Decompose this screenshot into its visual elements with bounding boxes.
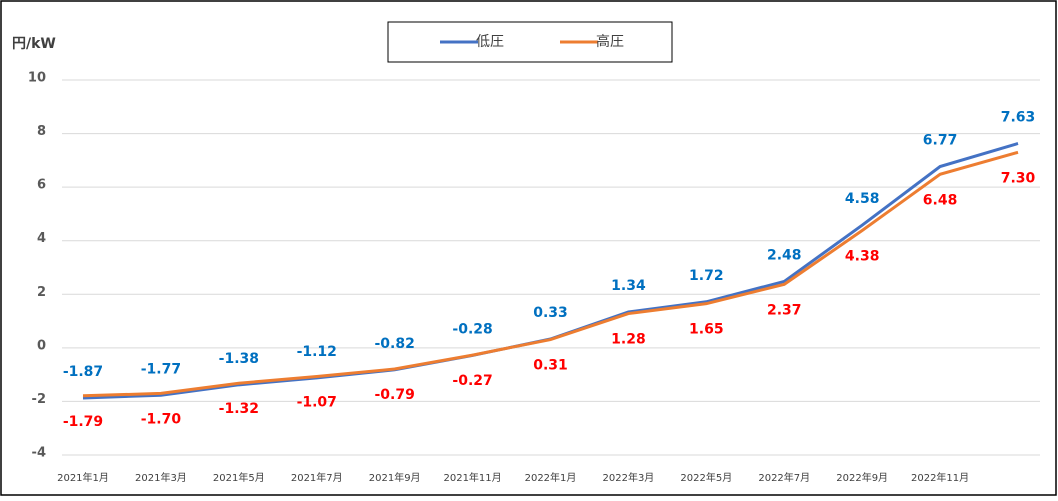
data-label: -1.12 [297, 344, 337, 360]
x-tick-label: 2022年7月 [758, 471, 810, 484]
data-label: -1.38 [219, 351, 259, 367]
data-label: -0.79 [374, 387, 414, 403]
data-label: 0.31 [533, 358, 568, 374]
data-label: 4.38 [845, 249, 880, 265]
data-label: -1.32 [219, 401, 259, 417]
data-label: -0.27 [452, 373, 492, 389]
data-label: -1.79 [63, 414, 103, 430]
data-label: -1.87 [63, 364, 103, 380]
y-tick-label: 4 [37, 231, 46, 246]
y-tick-label: -2 [32, 392, 46, 407]
x-tick-label: 2021年5月 [213, 471, 265, 484]
legend-label: 高圧 [596, 33, 624, 50]
data-label: 1.72 [689, 268, 724, 284]
x-tick-label: 2022年3月 [603, 471, 655, 484]
data-label: -1.07 [297, 395, 337, 411]
data-label: 0.33 [533, 305, 568, 321]
y-tick-label: 8 [37, 124, 46, 139]
data-label: 4.58 [845, 191, 880, 207]
x-tick-label: 2021年1月 [57, 471, 109, 484]
y-tick-label: 2 [37, 285, 46, 300]
y-tick-label: 0 [37, 338, 46, 353]
data-label: -0.82 [374, 336, 414, 352]
data-label: 7.30 [1001, 170, 1036, 186]
data-label: -0.28 [452, 321, 492, 337]
data-label: 6.77 [923, 133, 958, 149]
data-label: 1.28 [611, 332, 646, 348]
data-label: -1.70 [141, 411, 182, 427]
y-axis-label: 円/kW [12, 36, 56, 52]
data-label: 1.65 [689, 322, 724, 338]
data-label: 2.48 [767, 247, 802, 263]
data-label: 6.48 [923, 192, 958, 208]
series-line [82, 150, 1019, 398]
y-tick-label: -4 [32, 446, 46, 461]
x-tick-label: 2022年5月 [680, 471, 732, 484]
x-tick-label: 2022年1月 [525, 471, 577, 484]
data-label: 1.34 [611, 278, 646, 294]
x-tick-label: 2021年9月 [369, 471, 421, 484]
x-tick-label: 2021年11月 [443, 471, 501, 484]
x-tick-label: 2022年11月 [911, 471, 969, 484]
legend-label: 低圧 [476, 34, 504, 50]
y-tick-label: 10 [28, 71, 46, 86]
x-tick-label: 2021年3月 [135, 471, 187, 484]
x-tick-label: 2021年7月 [291, 471, 343, 484]
legend-box [387, 21, 673, 63]
data-label: 2.37 [767, 302, 802, 318]
data-label: 7.63 [1001, 109, 1036, 125]
x-tick-label: 2022年9月 [836, 471, 888, 484]
y-tick-label: 6 [37, 178, 46, 193]
data-label: -1.77 [141, 361, 181, 377]
